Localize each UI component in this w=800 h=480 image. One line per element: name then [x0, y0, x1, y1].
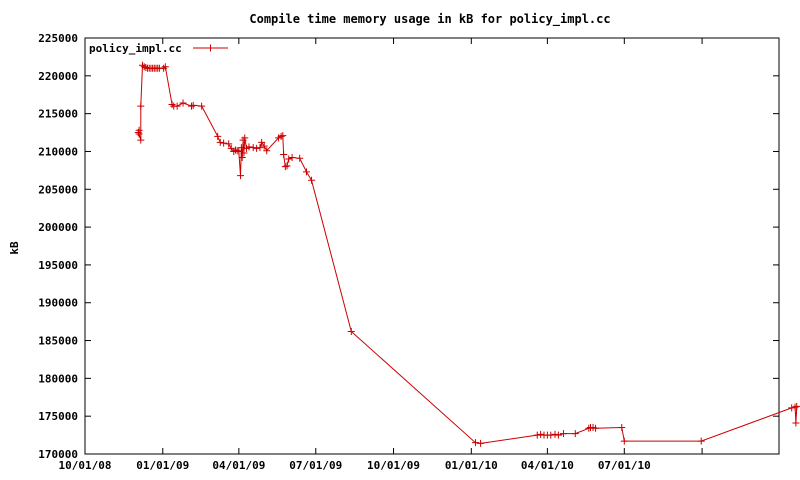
data-point: [697, 437, 705, 445]
axes: [84, 37, 780, 455]
y-axis-ticks: 170000 175000 180000 185000 190000 195000 2000…: [38, 32, 779, 461]
data-point: [173, 102, 181, 110]
data-point: [571, 430, 579, 438]
y-tick-label: 175000: [38, 410, 78, 423]
data-point: [559, 430, 567, 438]
data-point: [249, 144, 257, 152]
data-point: [554, 431, 562, 439]
series-line: [137, 64, 798, 444]
data-point: [161, 63, 169, 71]
x-tick-label: 07/01/09: [289, 459, 342, 472]
data-point: [620, 437, 628, 445]
data-point: [551, 430, 559, 438]
y-tick-label: 210000: [38, 145, 78, 158]
y-tick-label: 215000: [38, 108, 78, 121]
legend: policy_impl.cc: [89, 42, 228, 55]
y-axis-label: kB: [8, 241, 21, 255]
data-point: [537, 430, 545, 438]
data-point: [237, 172, 245, 180]
y-tick-label: 185000: [38, 335, 78, 348]
data-point: [241, 134, 249, 142]
data-point: [140, 63, 148, 71]
data-point: [288, 154, 296, 162]
data-point: [137, 102, 145, 110]
data-point: [216, 138, 224, 146]
data-point: [592, 424, 600, 432]
data-point: [793, 402, 800, 410]
data-point: [214, 132, 222, 140]
y-tick-label: 220000: [38, 70, 78, 83]
data-point: [533, 431, 541, 439]
data-point: [277, 132, 285, 140]
data-point: [189, 101, 197, 109]
y-tick-label: 195000: [38, 259, 78, 272]
data-point: [240, 149, 248, 157]
legend-label: policy_impl.cc: [89, 42, 182, 55]
data-point: [618, 424, 626, 432]
legend-marker: [207, 44, 214, 52]
data-point: [198, 102, 206, 110]
data-point: [258, 138, 266, 146]
data-point: [472, 439, 480, 447]
data-point: [235, 147, 243, 155]
data-point: [142, 63, 150, 71]
data-point: [347, 327, 355, 335]
x-tick-label: 04/01/09: [212, 459, 265, 472]
data-point: [220, 139, 228, 147]
legend-line-sample: [193, 44, 228, 52]
data-point: [547, 431, 555, 439]
x-tick-label: 01/01/09: [136, 459, 189, 472]
data-point: [256, 144, 264, 152]
data-point: [231, 146, 239, 154]
data-series: [134, 61, 800, 447]
x-tick-label: 10/01/09: [367, 459, 420, 472]
x-tick-label: 04/01/10: [521, 459, 574, 472]
y-tick-label: 205000: [38, 183, 78, 196]
y-tick-label: 225000: [38, 32, 78, 45]
data-point: [135, 130, 143, 138]
data-point: [260, 142, 268, 150]
data-point: [225, 140, 233, 148]
data-point: [788, 404, 796, 412]
data-point: [792, 419, 800, 427]
data-point: [279, 132, 287, 140]
y-tick-label: 190000: [38, 297, 78, 310]
data-point: [233, 147, 241, 155]
x-tick-label: 10/01/08: [59, 459, 112, 472]
data-point: [179, 99, 187, 107]
data-point: [296, 154, 304, 162]
x-axis-ticks: 10/01/08 01/01/09 04/01/09 07/01/09 10/01/09…: [59, 38, 703, 472]
data-point: [477, 439, 485, 447]
data-point: [308, 176, 316, 184]
data-point: [168, 101, 176, 109]
plot-border: [84, 37, 780, 455]
data-point: [281, 163, 289, 171]
data-point: [585, 424, 593, 432]
chart-title: Compile time memory usage in kB for poli…: [249, 12, 610, 27]
y-tick-label: 200000: [38, 221, 78, 234]
data-point: [238, 154, 246, 162]
y-tick-label: 170000: [38, 448, 78, 461]
data-point: [285, 155, 293, 163]
data-point: [245, 143, 253, 151]
data-point: [791, 403, 799, 411]
data-point: [280, 150, 288, 158]
data-point: [188, 102, 196, 110]
data-point: [160, 64, 168, 72]
data-point: [263, 147, 271, 155]
data-point: [137, 136, 145, 144]
data-point: [302, 168, 310, 176]
x-tick-label: 07/01/10: [598, 459, 651, 472]
x-tick-label: 01/01/10: [445, 459, 498, 472]
data-point: [253, 144, 261, 152]
y-tick-label: 180000: [38, 372, 78, 385]
data-point: [283, 162, 291, 170]
data-point: [237, 144, 245, 152]
